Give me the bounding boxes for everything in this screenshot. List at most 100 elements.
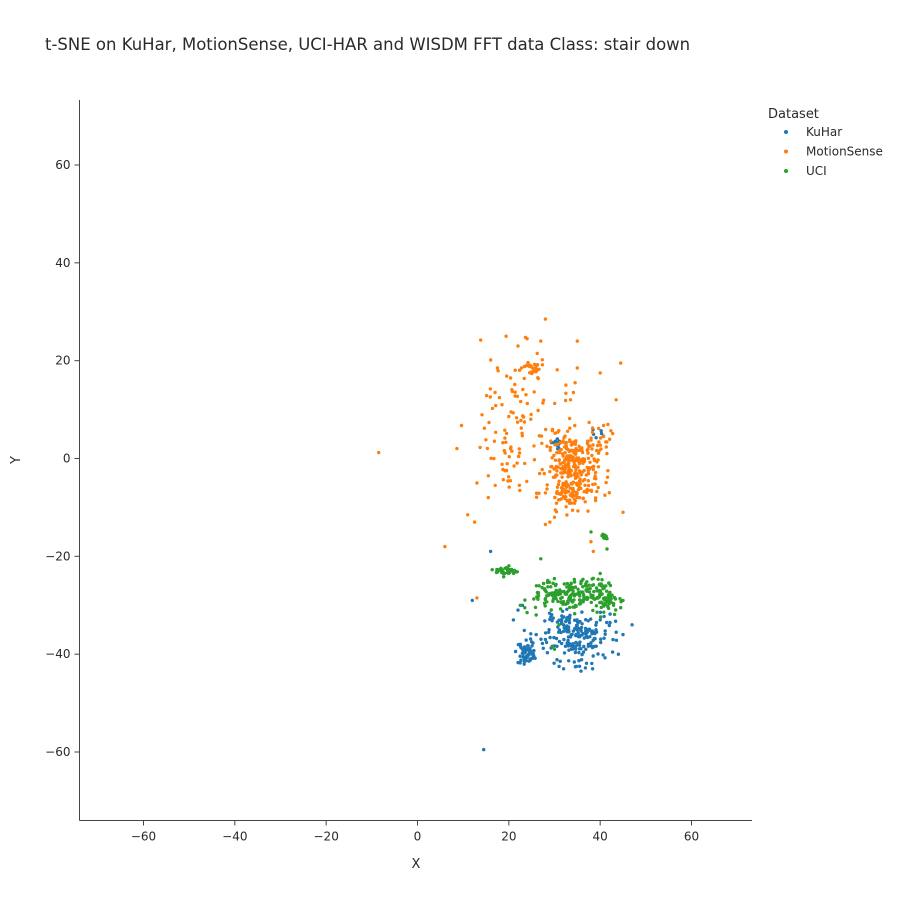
data-point (580, 633, 584, 637)
data-point (591, 443, 595, 447)
data-point (568, 493, 573, 497)
data-point (619, 606, 623, 610)
y-axis-title: Y (9, 456, 24, 465)
data-point (560, 490, 564, 494)
data-point (536, 376, 540, 380)
data-point (605, 547, 609, 551)
data-point (563, 434, 567, 438)
data-point (555, 644, 559, 648)
data-point (564, 505, 568, 509)
data-point (552, 592, 557, 596)
data-point (576, 590, 581, 595)
data-point (613, 619, 618, 623)
data-point (523, 461, 527, 466)
data-point (555, 658, 559, 662)
data-point (586, 479, 590, 483)
legend-marker (784, 149, 788, 154)
data-point (443, 544, 447, 549)
data-point (555, 368, 559, 372)
data-point (557, 630, 561, 634)
data-point (582, 593, 586, 597)
data-point (614, 638, 619, 642)
data-point (587, 627, 592, 631)
data-point (580, 446, 584, 450)
data-point (519, 658, 523, 662)
data-point (598, 615, 603, 619)
data-point (568, 454, 572, 458)
data-point (587, 583, 591, 587)
data-point (558, 440, 563, 445)
data-point (545, 651, 550, 655)
data-point (580, 652, 584, 657)
data-point (604, 445, 608, 449)
data-point (618, 597, 622, 601)
data-point (571, 644, 576, 648)
data-point (591, 576, 595, 580)
data-point (602, 614, 606, 619)
data-point (541, 401, 545, 405)
data-point (568, 426, 572, 430)
data-point (506, 475, 511, 479)
data-point (534, 370, 538, 374)
data-point (553, 495, 557, 500)
data-point (562, 629, 566, 633)
data-point (501, 467, 505, 472)
data-point (570, 600, 575, 604)
data-point (495, 366, 500, 370)
data-point (553, 443, 557, 447)
data-point (568, 398, 573, 402)
data-point (547, 580, 552, 584)
data-point (517, 368, 522, 372)
data-point (580, 579, 584, 583)
data-point (607, 623, 611, 628)
data-point (595, 443, 600, 448)
data-point (561, 440, 565, 444)
data-point (585, 597, 589, 602)
data-point (584, 661, 589, 665)
data-point (592, 644, 596, 649)
data-point (565, 630, 569, 634)
data-point (520, 434, 524, 438)
data-point (525, 479, 529, 484)
data-point (571, 605, 575, 609)
data-point (589, 600, 593, 605)
data-point (581, 479, 585, 483)
data-point (459, 423, 464, 428)
data-point (577, 469, 582, 473)
data-point (567, 489, 571, 494)
data-point (569, 582, 573, 586)
data-point (573, 471, 577, 475)
data-point (599, 605, 603, 610)
data-point (562, 469, 567, 473)
y-tick-label: −60 (45, 745, 70, 759)
data-point (488, 549, 493, 554)
data-point (545, 444, 549, 448)
x-tick-label: 40 (593, 830, 608, 844)
data-point (513, 390, 517, 394)
data-point (601, 434, 606, 439)
data-point (574, 626, 578, 630)
data-point (542, 471, 546, 476)
data-point (599, 592, 603, 596)
data-point (541, 581, 546, 586)
data-point (488, 395, 492, 399)
y-tick-label: 40 (55, 256, 70, 270)
data-point (604, 596, 609, 600)
data-point (548, 635, 552, 640)
data-point (621, 598, 625, 603)
data-point (555, 620, 560, 624)
data-point (594, 620, 599, 625)
data-point (504, 440, 508, 444)
data-point (598, 571, 602, 576)
chart-title: t-SNE on KuHar, MotionSense, UCI-HAR and… (45, 35, 690, 54)
data-point (612, 612, 617, 617)
data-point (575, 475, 579, 479)
data-point (516, 608, 520, 612)
data-point (597, 426, 601, 431)
data-point (572, 577, 576, 582)
data-point (496, 369, 500, 373)
data-point (584, 618, 588, 622)
data-point (489, 358, 493, 362)
data-point (579, 458, 583, 462)
data-point (522, 376, 526, 381)
